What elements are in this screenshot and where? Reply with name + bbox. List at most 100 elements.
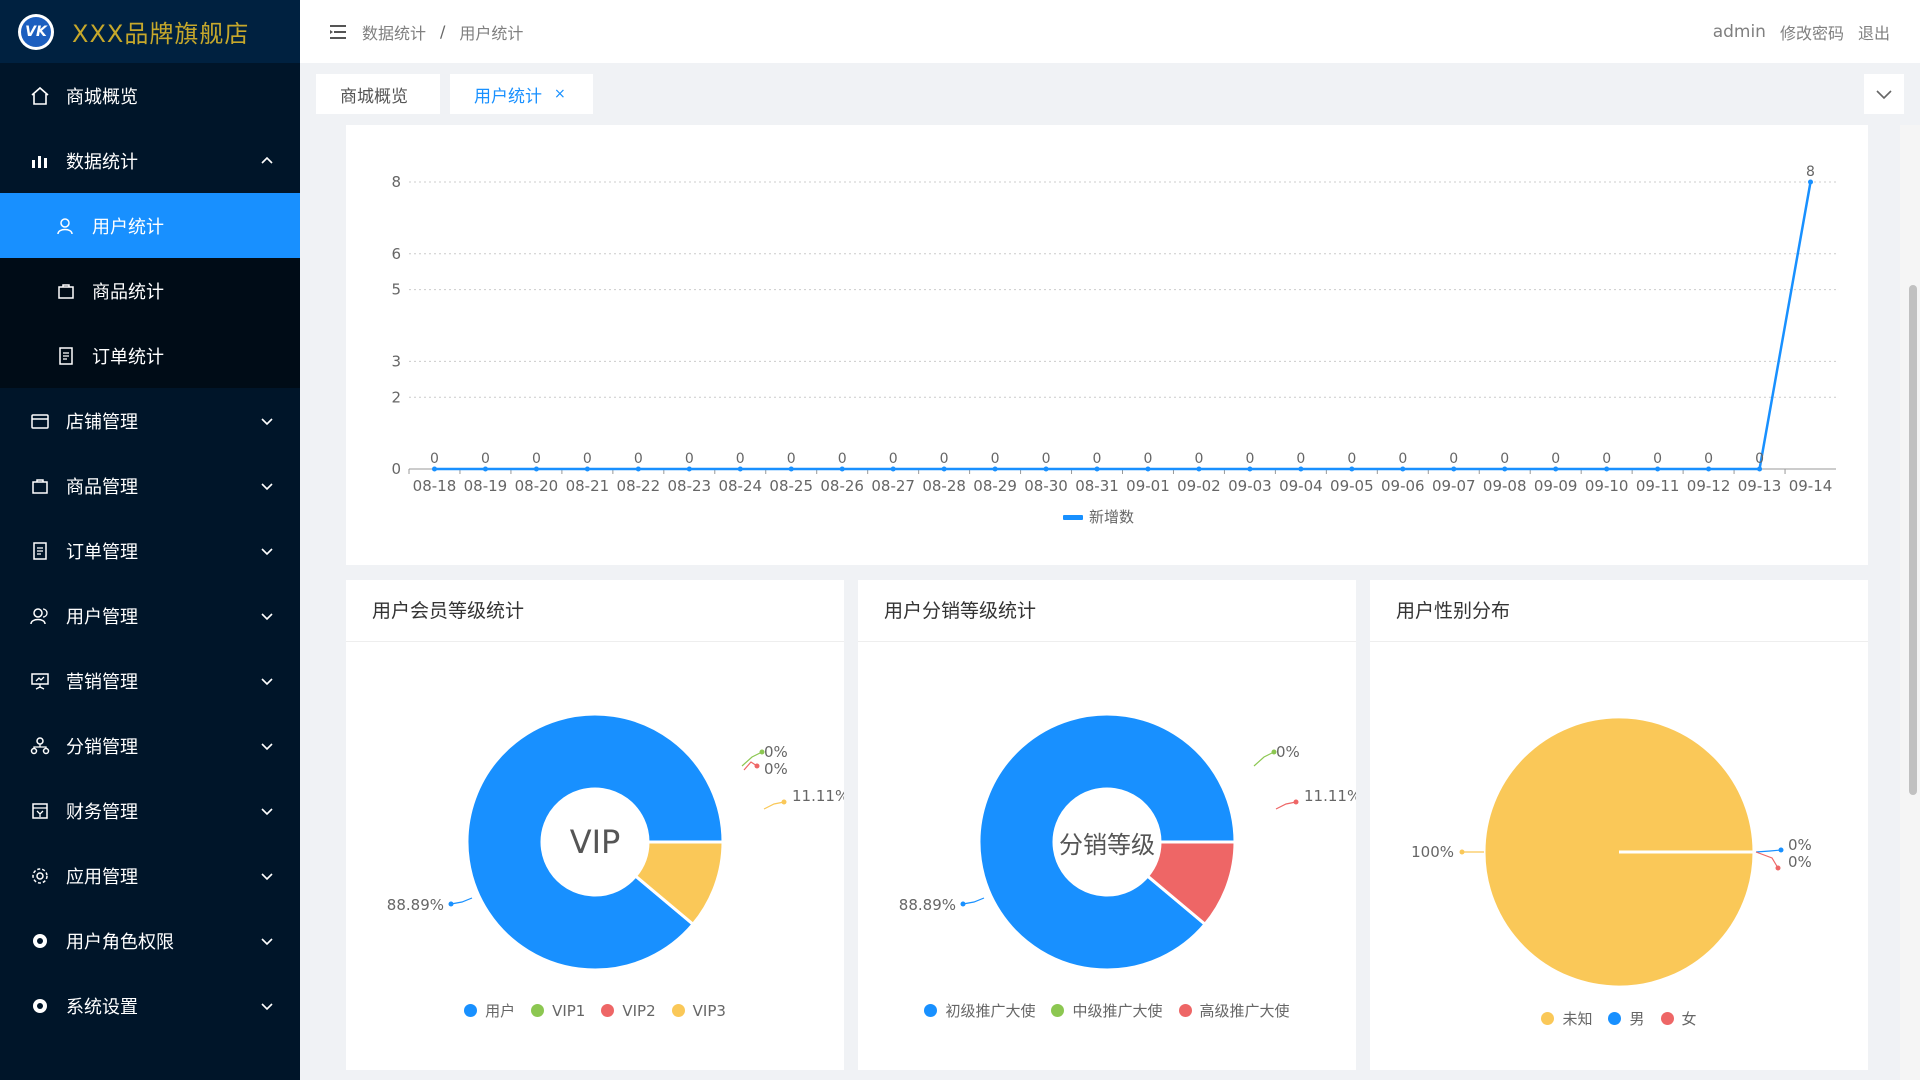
legend-label: 男	[1629, 1010, 1645, 1028]
slice-label: 88.89%	[899, 896, 956, 914]
x-tick-label: 09-10	[1585, 477, 1629, 495]
logo[interactable]: VK XXX品牌旗舰店	[0, 0, 300, 63]
line-chart-card: 0 2 3 5 6 8 08-18 08-19 08-20 08-21 08-22 08-23 08-2…	[346, 125, 1868, 565]
document-icon	[30, 541, 50, 561]
x-tick-label: 09-11	[1636, 477, 1680, 495]
username[interactable]: admin	[1712, 21, 1766, 42]
card-title: 用户性别分布	[1370, 580, 1868, 642]
sidebar-item-product-mgmt[interactable]: 商品管理	[0, 453, 300, 518]
legend-dot	[1051, 1004, 1065, 1017]
data-point	[1145, 466, 1151, 472]
sidebar-item-role-permissions[interactable]: 用户角色权限	[0, 908, 300, 973]
data-point	[1400, 466, 1406, 472]
sidebar-item-finance-mgmt[interactable]: 财务管理	[0, 778, 300, 843]
presentation-icon	[30, 671, 50, 691]
sidebar-item-order-mgmt[interactable]: 订单管理	[0, 518, 300, 583]
legend-item[interactable]: 初级推广大使	[924, 1000, 1035, 1021]
x-tick-label: 09-04	[1279, 477, 1323, 495]
sidebar-item-marketing-mgmt[interactable]: 营销管理	[0, 648, 300, 713]
legend-item[interactable]: 用户	[464, 1000, 515, 1021]
y-tick-label: 0	[391, 460, 401, 478]
sidebar-item-product-stats[interactable]: 商品统计	[0, 258, 300, 323]
data-label: 0	[991, 451, 1000, 467]
legend-dot	[924, 1004, 938, 1017]
legend-item[interactable]: 高级推广大使	[1178, 1000, 1290, 1021]
data-label: 0	[838, 451, 847, 467]
sidebar-item-order-stats[interactable]: 订单统计	[0, 323, 300, 388]
slice-label: 0%	[1788, 836, 1812, 854]
legend-dot	[531, 1004, 545, 1017]
legend-item[interactable]: VIP2	[601, 1000, 656, 1021]
tab-dropdown-button[interactable]	[1864, 74, 1904, 114]
breadcrumb-item[interactable]: 数据统计	[362, 23, 427, 43]
data-label: 0	[1500, 451, 1509, 467]
gear-solid-icon	[30, 996, 50, 1016]
tab-user-stats[interactable]: 用户统计 ×	[450, 74, 593, 114]
x-tick-label: 08-31	[1075, 477, 1119, 495]
data-point	[941, 466, 947, 472]
legend-item[interactable]: 中级推广大使	[1051, 1000, 1163, 1021]
label-leader	[450, 897, 473, 905]
data-label: 8	[1806, 164, 1815, 180]
sidebar-item-data-stats[interactable]: 数据统计	[0, 128, 300, 193]
legend-item[interactable]: 未知	[1541, 1008, 1592, 1029]
network-icon	[30, 736, 50, 756]
sidebar-item-app-mgmt[interactable]: 应用管理	[0, 843, 300, 908]
chevron-down-icon	[261, 548, 273, 556]
sidebar-item-user-mgmt[interactable]: 用户管理	[0, 583, 300, 648]
shopping-bag-icon	[56, 281, 76, 301]
data-point	[1349, 466, 1355, 472]
data-label: 0	[1551, 451, 1560, 467]
legend-item[interactable]: VIP1	[531, 1000, 585, 1021]
data-point	[788, 466, 794, 472]
data-label: 0	[1042, 451, 1051, 467]
logout-link[interactable]: 退出	[1857, 23, 1890, 43]
data-label: 0	[787, 451, 796, 467]
legend-item[interactable]: VIP3	[671, 1000, 726, 1021]
label-dot	[1775, 865, 1781, 871]
tab-mall-overview[interactable]: 商城概览	[316, 74, 440, 114]
data-point	[635, 466, 641, 472]
new-users-line-chart: 0 2 3 5 6 8 08-18 08-19 08-20 08-21 08-22 08-23 08-2…	[391, 164, 1836, 526]
data-point	[1247, 466, 1253, 472]
center-label: VIP	[570, 823, 621, 861]
sidebar-item-label: 用户管理	[66, 606, 138, 628]
data-label: 0	[736, 451, 745, 467]
chevron-down-icon	[261, 483, 273, 491]
sidebar-item-label: 营销管理	[66, 671, 138, 693]
breadcrumb-separator: /	[440, 22, 446, 41]
vertical-scrollbar[interactable]	[1900, 125, 1920, 1080]
legend-dot	[1660, 1012, 1674, 1025]
x-tick-label: 08-18	[413, 477, 457, 495]
sidebar-item-store-mgmt[interactable]: 店铺管理	[0, 388, 300, 453]
x-tick-label: 09-12	[1687, 477, 1731, 495]
data-label: 0	[1398, 451, 1407, 467]
change-password-link[interactable]: 修改密码	[1779, 23, 1844, 43]
legend-item[interactable]: 男	[1608, 1008, 1645, 1029]
legend-dot	[671, 1004, 685, 1017]
x-tick-label: 09-14	[1789, 477, 1833, 495]
slice-label: 11.11%	[1304, 787, 1356, 805]
menu-toggle-icon[interactable]	[328, 22, 348, 42]
label-leader	[1755, 851, 1779, 869]
close-icon[interactable]: ×	[554, 86, 566, 102]
sidebar-item-distribution-mgmt[interactable]: 分销管理	[0, 713, 300, 778]
gear-solid-icon	[30, 931, 50, 951]
legend-item[interactable]: 女	[1660, 1008, 1697, 1029]
slice-label: 0%	[764, 743, 788, 761]
data-point	[482, 466, 488, 472]
tab-label: 商城概览	[340, 86, 408, 107]
header-user-actions: admin 修改密码 退出	[1699, 0, 1890, 63]
x-tick-label: 08-19	[464, 477, 508, 495]
sidebar-item-label: 订单统计	[92, 346, 164, 368]
data-label: 0	[685, 451, 694, 467]
sidebar-item-overview[interactable]: 商城概览	[0, 63, 300, 128]
data-label: 0	[1755, 451, 1764, 467]
sidebar-item-system-settings[interactable]: 系统设置	[0, 973, 300, 1038]
donut-hole	[542, 789, 648, 895]
sidebar-item-user-stats[interactable]: 用户统计	[0, 193, 300, 258]
label-leader	[1755, 849, 1782, 853]
scrollbar-thumb[interactable]	[1909, 285, 1917, 795]
x-tick-label: 08-28	[922, 477, 966, 495]
home-icon	[30, 86, 50, 106]
